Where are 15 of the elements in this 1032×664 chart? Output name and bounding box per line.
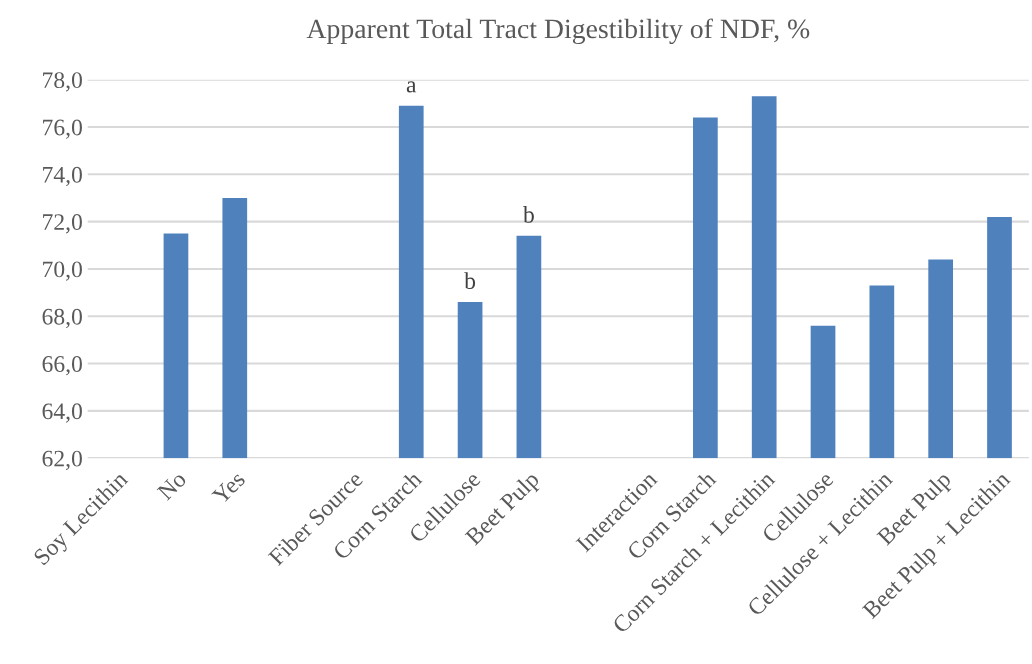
annotation: b [523, 206, 534, 223]
y-tick-label: 66,0 [42, 356, 82, 376]
annotation: a [406, 81, 417, 93]
y-tick-label: 62,0 [42, 450, 82, 470]
y-tick-label: 70,0 [43, 261, 82, 281]
y-tick-label: 72,0 [43, 214, 82, 234]
x-tick-label: Yes [211, 470, 246, 506]
chart-title: Apparent Total Tract Digestibility of NDF, % [306, 18, 810, 45]
y-tick-label: 78,0 [43, 72, 82, 92]
annotation: b [464, 272, 476, 289]
x-tick-label: No [156, 470, 188, 501]
y-tick-label: 76,0 [43, 119, 82, 139]
y-tick-label: 68,0 [42, 308, 82, 329]
y-tick-label: 64,0 [42, 403, 82, 423]
y-tick-label: 74,0 [43, 166, 82, 187]
